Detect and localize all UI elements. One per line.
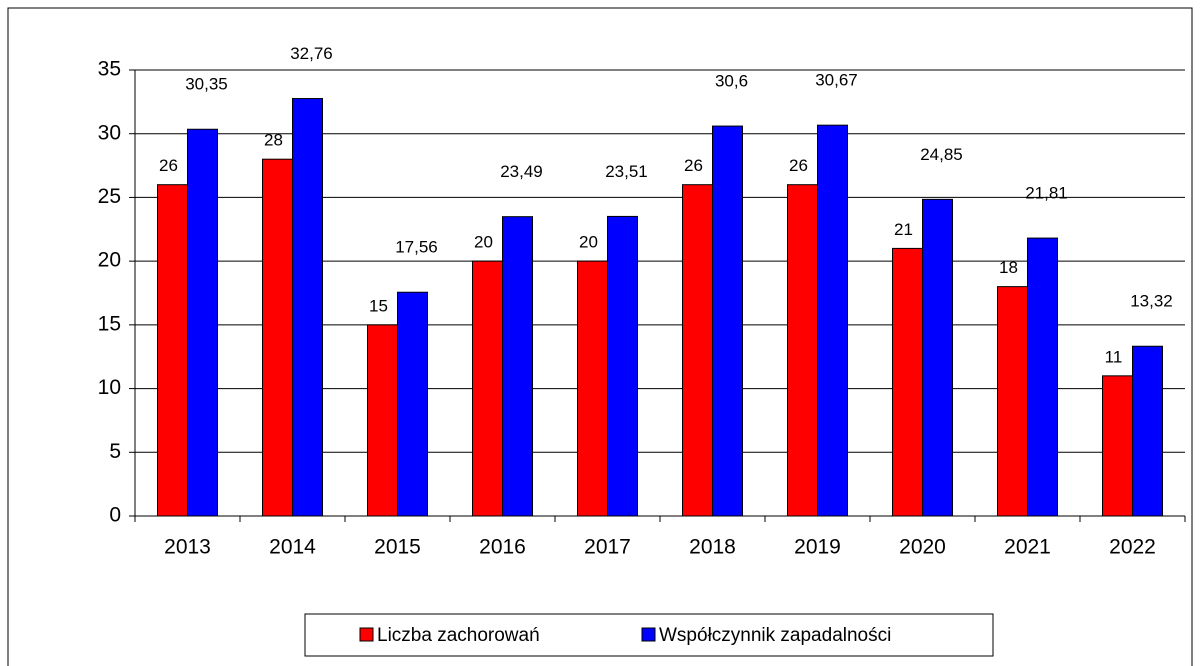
x-tick-label: 2022 — [1109, 536, 1156, 559]
legend-label: Współczynnik zapadalności — [659, 625, 891, 646]
bar — [367, 324, 398, 517]
data-label: 21,81 — [1025, 184, 1068, 203]
bar — [262, 158, 293, 517]
bar — [997, 286, 1028, 517]
x-tick-label: 2020 — [899, 536, 946, 559]
data-label: 20 — [579, 233, 598, 252]
x-tick-label: 2013 — [164, 536, 211, 559]
bar — [1132, 345, 1163, 517]
bar — [472, 260, 503, 517]
x-tick-label: 2015 — [374, 536, 421, 559]
data-label: 17,56 — [395, 238, 438, 257]
data-label: 15 — [369, 296, 388, 315]
bar — [397, 291, 428, 517]
legend-swatch — [641, 627, 656, 642]
data-label: 13,32 — [1130, 292, 1173, 311]
y-tick-label: 20 — [98, 249, 121, 272]
bar — [922, 198, 953, 517]
x-tick-label: 2014 — [269, 536, 316, 559]
y-tick-label: 10 — [98, 376, 121, 399]
bar — [682, 184, 713, 517]
legend-label: Liczba zachorowań — [377, 625, 540, 646]
data-label: 26 — [159, 156, 178, 175]
data-label: 21 — [894, 220, 913, 239]
bar — [607, 215, 638, 517]
y-tick-label: 15 — [98, 312, 121, 335]
bar — [157, 184, 188, 517]
bar — [502, 216, 533, 517]
y-tick-label: 0 — [109, 504, 121, 527]
y-tick-label: 30 — [98, 121, 121, 144]
data-label: 30,6 — [715, 72, 748, 91]
data-label: 23,49 — [500, 162, 543, 181]
y-tick-label: 25 — [98, 185, 121, 208]
data-label: 26 — [789, 156, 808, 175]
data-label: 20 — [474, 233, 493, 252]
bar — [187, 128, 218, 517]
data-label: 23,51 — [605, 162, 648, 181]
bar — [577, 260, 608, 517]
data-label: 26 — [684, 156, 703, 175]
x-tick-label: 2019 — [794, 536, 841, 559]
y-tick-label: 5 — [109, 440, 121, 463]
bar — [1102, 375, 1133, 517]
x-tick-label: 2017 — [584, 536, 631, 559]
data-label: 30,35 — [185, 75, 228, 94]
data-label: 11 — [1105, 347, 1123, 366]
bar — [712, 125, 743, 517]
x-tick-label: 2021 — [1004, 536, 1051, 559]
bar — [787, 184, 818, 517]
data-label: 32,76 — [290, 44, 333, 63]
x-tick-label: 2018 — [689, 536, 736, 559]
y-tick-label: 35 — [98, 58, 121, 81]
data-label: 24,85 — [920, 145, 963, 164]
bar — [892, 247, 923, 517]
bar — [1027, 237, 1058, 517]
bar — [817, 124, 848, 517]
legend-swatch — [359, 627, 374, 642]
data-label: 18 — [999, 258, 1018, 277]
data-label: 28 — [264, 131, 283, 150]
x-tick-label: 2016 — [479, 536, 526, 559]
bar — [292, 98, 323, 517]
data-label: 30,67 — [815, 71, 858, 90]
